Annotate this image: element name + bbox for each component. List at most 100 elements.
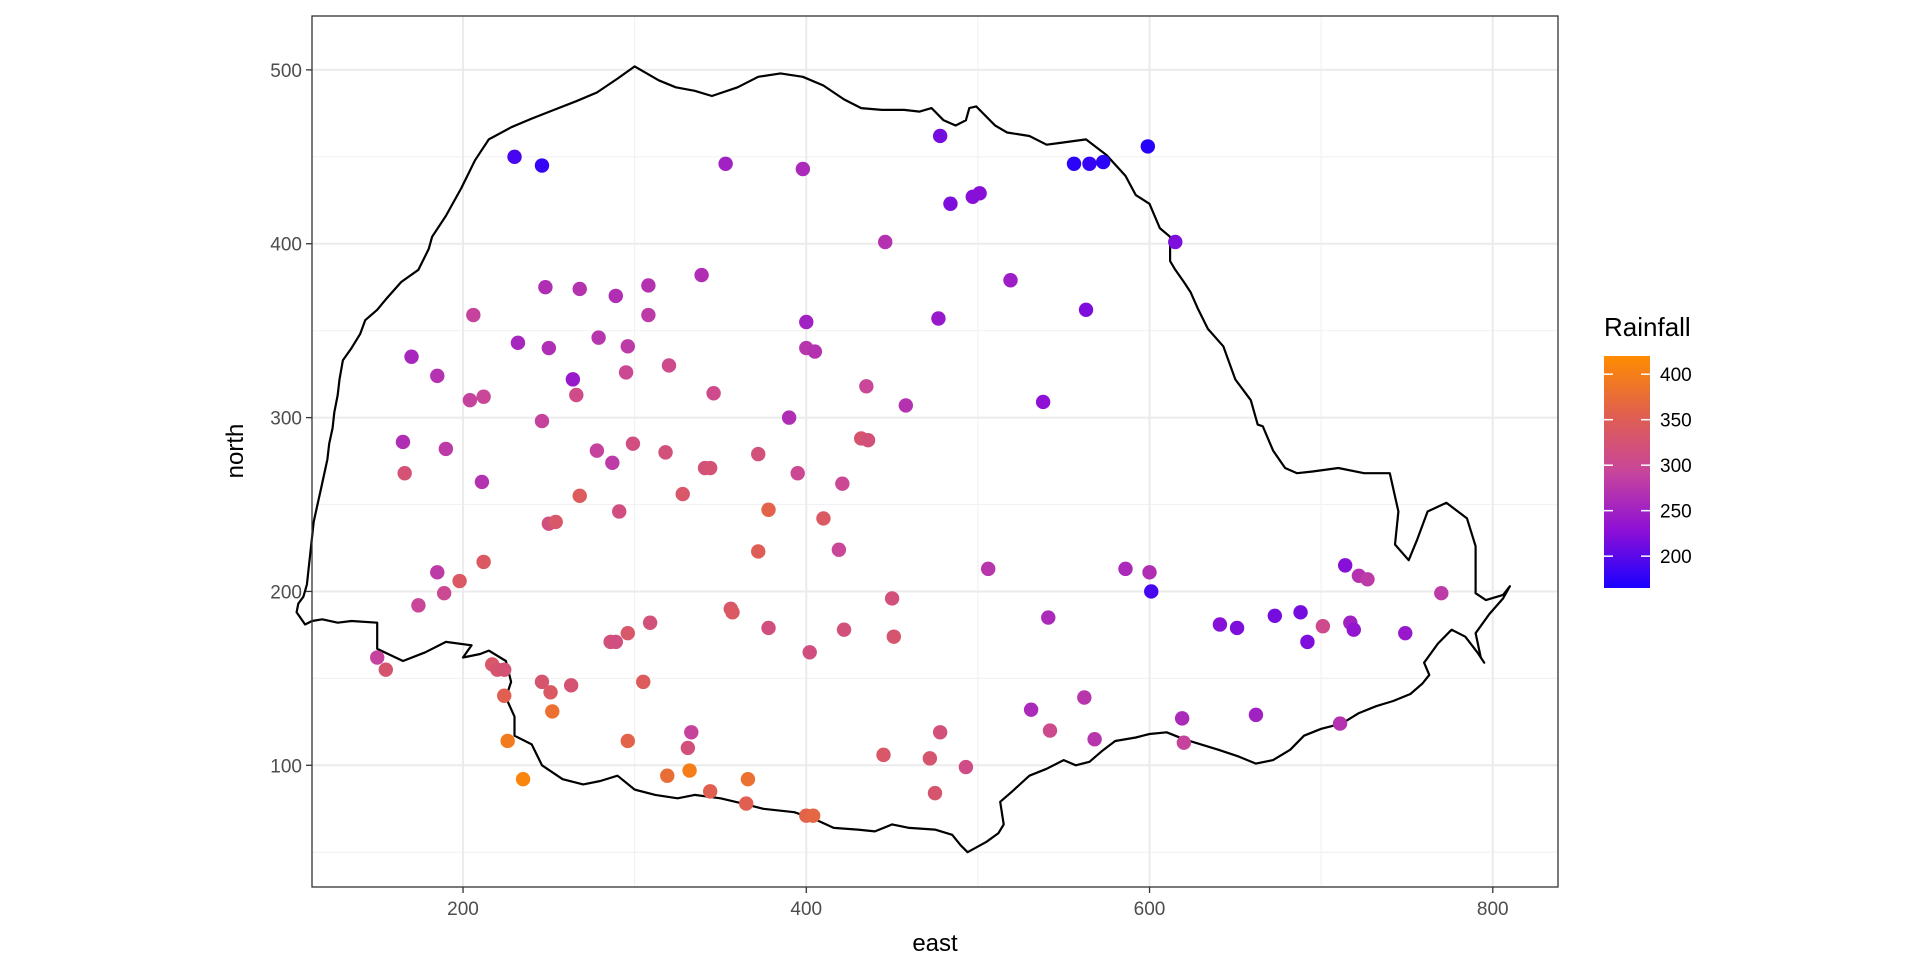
station-point — [636, 674, 651, 690]
x-axis-title: east — [912, 930, 958, 957]
station-point — [802, 645, 817, 660]
station-point — [608, 634, 623, 650]
station-point — [860, 432, 876, 448]
station-point — [658, 445, 673, 460]
station-point — [1041, 610, 1056, 625]
station-point — [1360, 572, 1375, 587]
station-point — [761, 502, 776, 517]
station-point — [1118, 561, 1133, 577]
station-point — [739, 796, 754, 811]
station-point — [541, 340, 557, 356]
x-tick-label: 800 — [1477, 899, 1509, 920]
station-point — [452, 573, 467, 589]
station-point — [497, 688, 512, 703]
station-point — [1434, 585, 1449, 601]
station-point — [878, 234, 893, 250]
station-point — [831, 542, 847, 557]
station-point — [1398, 625, 1413, 641]
station-point — [569, 387, 584, 403]
station-point — [1267, 608, 1283, 623]
station-point — [1248, 707, 1264, 723]
station-point — [572, 281, 587, 297]
station-point — [680, 740, 696, 756]
station-point — [476, 554, 491, 570]
station-point — [702, 784, 718, 799]
station-point — [932, 725, 948, 740]
station-point — [620, 625, 635, 641]
station-point — [620, 339, 635, 354]
station-point — [641, 307, 656, 323]
station-point — [1035, 394, 1051, 410]
station-point — [781, 410, 797, 425]
station-point — [1229, 620, 1245, 636]
station-point — [972, 186, 987, 201]
station-point — [1082, 156, 1097, 171]
station-point — [474, 474, 490, 490]
station-point — [1293, 605, 1308, 620]
station-point — [725, 605, 740, 620]
station-point — [706, 386, 721, 401]
station-point — [589, 443, 605, 458]
station-point — [1066, 156, 1082, 171]
legend-tick-label: 200 — [1660, 547, 1692, 568]
station-point — [612, 504, 627, 519]
station-point — [608, 288, 623, 304]
station-point — [515, 772, 531, 787]
station-point — [835, 476, 850, 491]
station-point — [430, 368, 445, 384]
x-tick-label: 400 — [790, 899, 822, 920]
station-point — [931, 311, 946, 326]
station-point — [1176, 735, 1192, 750]
station-point — [618, 365, 634, 380]
x-tick-label: 200 — [447, 899, 479, 920]
station-point — [660, 768, 675, 783]
station-point — [1337, 558, 1353, 573]
y-axis-title: north — [222, 424, 249, 479]
station-point — [694, 267, 709, 283]
station-point — [807, 344, 823, 359]
station-point — [684, 725, 699, 740]
y-axis-ticks: 100 200 300 400 500 — [270, 61, 312, 777]
station-point — [816, 511, 831, 526]
station-point — [572, 488, 587, 504]
station-point — [799, 314, 814, 330]
station-point — [507, 149, 522, 165]
x-axis-ticks: 200 400 600 800 — [447, 887, 1509, 920]
station-point — [476, 389, 491, 404]
station-point — [543, 685, 558, 700]
station-point — [927, 785, 943, 801]
legend-ticks: 200 250 300 350 400 — [1604, 365, 1692, 568]
station-point — [642, 615, 658, 630]
station-point — [1095, 154, 1111, 170]
x-tick-label: 600 — [1134, 899, 1166, 920]
station-point — [805, 808, 821, 823]
station-point — [740, 772, 756, 787]
station-point — [718, 156, 733, 171]
region-boundary — [295, 65, 1511, 854]
legend-tick-label: 400 — [1660, 365, 1692, 386]
station-point — [500, 733, 515, 749]
y-tick-label: 100 — [270, 756, 302, 777]
station-point — [563, 678, 579, 693]
station-point — [1346, 622, 1361, 637]
station-point — [534, 413, 550, 429]
station-point — [620, 733, 635, 749]
station-point — [943, 196, 958, 211]
station-point — [675, 486, 690, 502]
station-point — [1332, 716, 1348, 731]
station-point — [1144, 584, 1159, 599]
y-tick-label: 300 — [270, 409, 302, 430]
station-point — [438, 441, 454, 457]
station-point — [545, 704, 560, 719]
station-point — [534, 674, 550, 690]
station-point — [1078, 302, 1094, 318]
station-point — [922, 751, 938, 766]
station-point — [682, 763, 697, 778]
station-point — [591, 330, 606, 345]
station-point — [958, 759, 974, 775]
legend-colorbar — [1604, 356, 1650, 588]
station-point — [605, 455, 620, 471]
station-point — [1168, 234, 1183, 250]
station-point — [790, 466, 805, 481]
